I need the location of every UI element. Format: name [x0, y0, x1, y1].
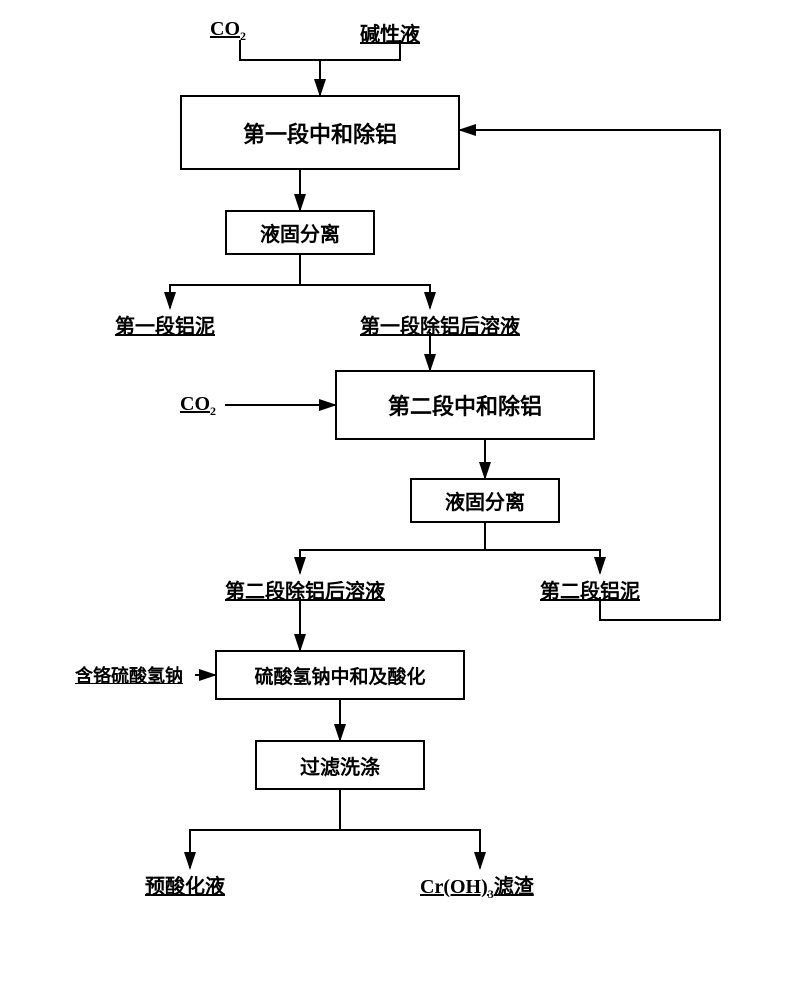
- step4-box: 过滤洗涤: [255, 740, 425, 790]
- input-nahso4: 含铬硫酸氢钠: [75, 662, 183, 688]
- croh3-a: Cr(OH): [420, 876, 488, 898]
- input-co2-1: CO2: [210, 18, 246, 44]
- output-sol2: 第二段除铝后溶液: [225, 575, 385, 604]
- step2-label: 第二段中和除铝: [388, 389, 542, 421]
- step1-label: 第一段中和除铝: [243, 117, 397, 149]
- input-alkaline: 碱性液: [360, 18, 420, 47]
- sep1-box: 液固分离: [225, 210, 375, 255]
- sep2-box: 液固分离: [410, 478, 560, 523]
- sep1-label: 液固分离: [260, 218, 340, 247]
- output-croh3: Cr(OH)3滤渣: [420, 870, 534, 902]
- co2-2-text: CO: [180, 393, 210, 415]
- co2-2-sub: 2: [210, 404, 216, 418]
- output-mud1: 第一段铝泥: [115, 310, 215, 339]
- co2-sub: 2: [240, 29, 246, 43]
- sep2-label: 液固分离: [445, 486, 525, 515]
- output-sol1: 第一段除铝后溶液: [360, 310, 520, 339]
- step3-box: 硫酸氢钠中和及酸化: [215, 650, 465, 700]
- output-mud2: 第二段铝泥: [540, 575, 640, 604]
- step4-label: 过滤洗涤: [300, 751, 380, 780]
- step1-box: 第一段中和除铝: [180, 95, 460, 170]
- step2-box: 第二段中和除铝: [335, 370, 595, 440]
- croh3-b: 滤渣: [494, 876, 534, 898]
- input-co2-2: CO2: [180, 393, 216, 419]
- output-preacid: 预酸化液: [145, 870, 225, 899]
- step3-label: 硫酸氢钠中和及酸化: [254, 662, 425, 689]
- co2-text: CO: [210, 18, 240, 40]
